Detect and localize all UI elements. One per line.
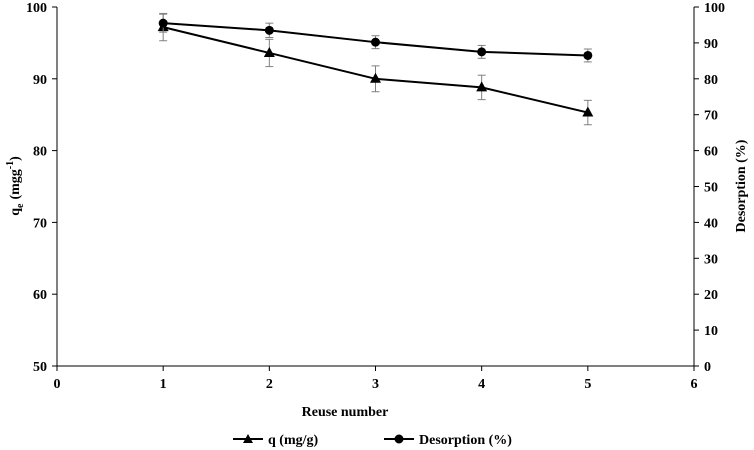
x-tick-label: 0 [54, 377, 61, 392]
data-point-q [370, 72, 381, 83]
right-y-ticks: 0 10 20 30 40 50 60 70 80 90 100 [694, 1, 725, 375]
series-q [157, 12, 594, 126]
series-layer [157, 12, 594, 126]
x-tick-label: 5 [584, 377, 591, 392]
x-ticks: 0 1 2 3 4 5 6 [54, 366, 698, 392]
data-point-desorption [371, 37, 380, 47]
x-tick-label: 1 [160, 377, 167, 392]
right-y-tick-label: 90 [704, 37, 718, 52]
left-y-tick-label: 60 [33, 288, 47, 303]
right-y-tick-label: 60 [704, 145, 718, 160]
left-y-axis-title: qe(mgg-1) [5, 156, 26, 216]
x-tick-label: 2 [266, 377, 273, 392]
series-desorption [158, 13, 593, 63]
data-point-desorption [264, 25, 274, 35]
legend-item-q: q (mg/g) [233, 433, 319, 448]
left-y-tick-label: 90 [33, 73, 47, 88]
right-y-tick-label: 20 [704, 288, 718, 303]
right-y-tick-label: 0 [704, 360, 711, 375]
left-y-tick-label: 100 [26, 1, 47, 16]
data-point-q [263, 46, 275, 57]
right-y-tick-label: 100 [704, 1, 725, 16]
data-point-desorption [477, 47, 487, 57]
legend-label-q: q (mg/g) [268, 433, 319, 448]
legend-circle-marker [394, 434, 404, 444]
right-y-tick-label: 40 [704, 216, 718, 231]
legend-item-desorption: Desorption (%) [384, 433, 512, 448]
right-y-tick-label: 80 [704, 73, 718, 88]
legend-triangle-marker [243, 434, 253, 443]
left-y-ticks: 50 60 70 80 90 100 [26, 1, 57, 375]
left-y-tick-label: 70 [33, 216, 47, 231]
legend: q (mg/g) Desorption (%) [233, 433, 512, 448]
right-y-tick-label: 50 [704, 181, 718, 196]
left-y-tick-label: 80 [33, 145, 47, 160]
right-y-axis-title: Desorption (%) [734, 139, 749, 232]
legend-label-desorption: Desorption (%) [419, 433, 512, 448]
x-tick-label: 6 [691, 377, 698, 392]
x-axis-title: Reuse number [302, 405, 389, 420]
right-y-tick-label: 10 [704, 324, 718, 339]
right-y-tick-label: 70 [704, 109, 718, 124]
data-point-q [582, 106, 594, 117]
left-y-tick-label: 50 [33, 360, 47, 375]
x-tick-label: 4 [478, 377, 485, 392]
data-point-desorption [583, 50, 593, 60]
x-tick-label: 3 [372, 377, 379, 392]
data-point-q [476, 81, 488, 92]
right-y-tick-label: 30 [704, 252, 718, 267]
data-point-desorption [158, 18, 168, 28]
